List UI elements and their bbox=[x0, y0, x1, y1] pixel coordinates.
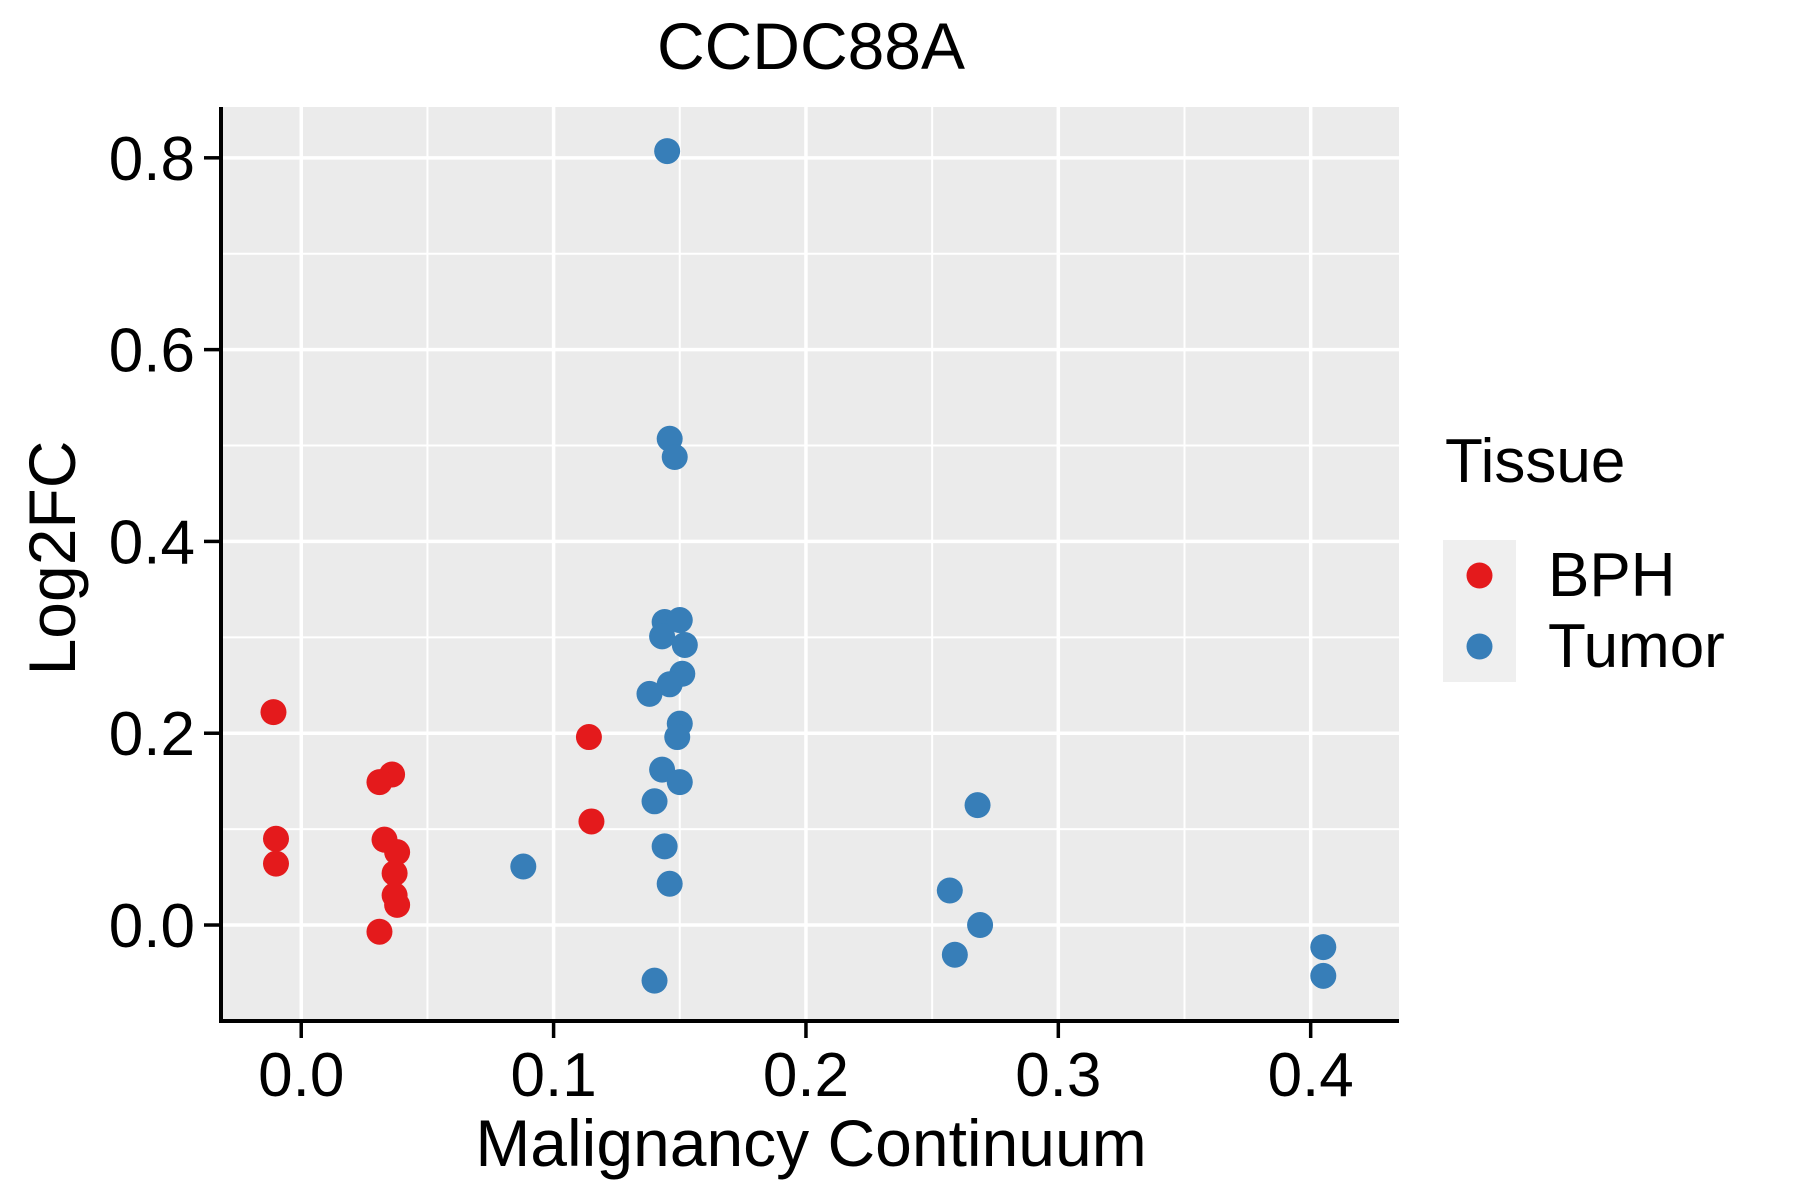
data-point-tumor bbox=[656, 671, 683, 698]
legend-label-tumor: Tumor bbox=[1548, 612, 1725, 681]
data-point-bph bbox=[578, 808, 605, 835]
data-point-tumor bbox=[936, 877, 963, 904]
data-points bbox=[260, 138, 1337, 994]
data-point-tumor bbox=[941, 941, 968, 968]
data-point-tumor bbox=[664, 724, 691, 751]
data-point-bph bbox=[262, 850, 289, 877]
data-point-tumor bbox=[641, 788, 668, 815]
y-tick-label: 0.6 bbox=[109, 317, 195, 386]
legend-keys bbox=[1443, 540, 1516, 682]
tick-labels: 0.0 0.1 0.2 0.3 0.4 0.0 0.2 0.4 0.6 0.8 bbox=[109, 125, 1354, 1110]
x-tick-label: 0.0 bbox=[258, 1041, 344, 1110]
data-point-tumor bbox=[1310, 934, 1337, 961]
data-point-tumor bbox=[649, 623, 676, 650]
data-point-tumor bbox=[636, 680, 663, 707]
y-tick-label: 0.4 bbox=[109, 508, 195, 577]
y-tick-label: 0.0 bbox=[109, 892, 195, 961]
data-point-tumor bbox=[651, 833, 678, 860]
tick-marks bbox=[204, 156, 1313, 1038]
data-point-tumor bbox=[510, 853, 537, 880]
legend-marker-tumor-icon bbox=[1466, 633, 1493, 660]
x-tick-label: 0.4 bbox=[1268, 1041, 1354, 1110]
chart-title: CCDC88A bbox=[656, 9, 966, 83]
data-point-tumor bbox=[1310, 962, 1337, 989]
data-point-tumor bbox=[967, 912, 994, 939]
plot-panel bbox=[223, 107, 1399, 1019]
legend-marker-bph-icon bbox=[1466, 562, 1493, 589]
x-tick-label: 0.2 bbox=[763, 1041, 849, 1110]
data-point-bph bbox=[366, 918, 393, 945]
data-point-bph bbox=[262, 825, 289, 852]
data-point-bph bbox=[384, 839, 411, 866]
data-point-bph bbox=[381, 860, 408, 887]
data-point-bph bbox=[260, 699, 287, 726]
y-axis-label: Log2FC bbox=[15, 440, 89, 676]
data-point-tumor bbox=[666, 607, 693, 634]
data-point-tumor bbox=[666, 769, 693, 796]
data-point-tumor bbox=[654, 138, 681, 165]
legend-title: Tissue bbox=[1445, 427, 1626, 496]
data-point-tumor bbox=[661, 444, 688, 471]
data-point-tumor bbox=[641, 967, 668, 994]
data-point-tumor bbox=[671, 631, 698, 658]
x-tick-label: 0.1 bbox=[510, 1041, 596, 1110]
data-point-tumor bbox=[656, 870, 683, 897]
y-tick-label: 0.8 bbox=[109, 125, 195, 194]
x-axis-label: Malignancy Continuum bbox=[475, 1106, 1147, 1180]
axis-lines bbox=[219, 107, 1399, 1023]
gridlines bbox=[223, 107, 1399, 1019]
data-point-bph bbox=[366, 769, 393, 796]
x-tick-label: 0.3 bbox=[1015, 1041, 1101, 1110]
data-point-bph bbox=[384, 891, 411, 918]
data-point-tumor bbox=[964, 792, 991, 819]
data-point-bph bbox=[575, 724, 602, 751]
legend-label-bph: BPH bbox=[1548, 541, 1676, 610]
y-tick-label: 0.2 bbox=[109, 700, 195, 769]
panel-background bbox=[223, 107, 1399, 1019]
